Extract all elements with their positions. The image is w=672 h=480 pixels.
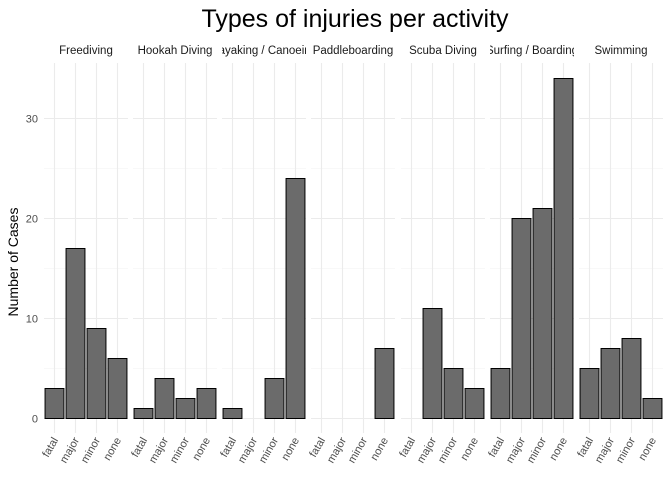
bar	[600, 348, 621, 419]
facet-strip-label: Hookah Diving	[138, 45, 213, 57]
bar	[264, 378, 285, 419]
x-tick-label: none	[101, 436, 124, 463]
x-tick-label: none	[279, 436, 302, 463]
bar	[175, 398, 196, 419]
x-tick-label: minor	[436, 435, 460, 465]
facet-strip-label: Swimming	[594, 45, 647, 57]
x-tick-label: none	[636, 436, 659, 463]
x-tick-label: fatal	[218, 436, 239, 460]
x-tick-label: fatal	[307, 436, 328, 460]
x-tick-label: minor	[79, 435, 103, 465]
bar	[374, 348, 395, 419]
y-tick-label: 0	[32, 414, 38, 426]
x-tick-label: fatal	[486, 436, 507, 460]
facet-strip-label: Scuba Diving	[409, 45, 477, 57]
bar	[464, 388, 485, 419]
x-tick-label: fatal	[397, 436, 418, 460]
x-tick-label: major	[58, 435, 82, 465]
x-tick-label: fatal	[40, 436, 61, 460]
x-tick-label: fatal	[129, 436, 150, 460]
bar	[511, 218, 532, 419]
x-tick-label: major	[593, 435, 617, 465]
bar	[65, 248, 86, 419]
bar	[553, 78, 574, 419]
bar	[422, 308, 443, 419]
x-tick-label: minor	[525, 435, 549, 465]
y-tick-label: 10	[26, 314, 38, 326]
x-tick-label: none	[547, 436, 570, 463]
facet-strip-label: Freediving	[59, 45, 113, 57]
bar	[490, 368, 511, 419]
facet-strip-label: Kayaking / Canoeing	[211, 45, 317, 57]
bar	[443, 368, 464, 419]
bar	[44, 388, 65, 419]
bar	[107, 358, 128, 419]
facet-strip-label: Paddleboarding	[313, 45, 394, 57]
bar	[86, 328, 107, 419]
x-tick-label: minor	[614, 435, 638, 465]
x-tick-label: none	[458, 436, 481, 463]
x-tick-label: major	[415, 435, 439, 465]
y-axis-label: Number of Cases	[5, 208, 21, 317]
x-tick-label: none	[368, 436, 391, 463]
bar	[222, 408, 243, 419]
bar	[154, 378, 175, 419]
x-tick-label: major	[504, 435, 528, 465]
bar	[579, 368, 600, 419]
bar	[285, 178, 306, 419]
bar	[642, 398, 663, 419]
facets-layer: 0102030FreedivingfatalmajorminornoneHook…	[26, 45, 663, 465]
x-tick-label: major	[147, 435, 171, 465]
y-tick-label: 30	[26, 114, 38, 126]
y-tick-label: 20	[26, 214, 38, 226]
bar	[532, 208, 553, 419]
x-tick-label: minor	[346, 435, 370, 465]
x-tick-label: fatal	[575, 436, 596, 460]
chart-title: Types of injuries per activity	[201, 5, 509, 33]
x-tick-label: none	[190, 436, 213, 463]
bar	[621, 338, 642, 419]
x-tick-label: major	[325, 435, 349, 465]
bar	[133, 408, 154, 419]
x-tick-label: minor	[257, 435, 281, 465]
x-tick-label: minor	[168, 435, 192, 465]
bar	[196, 388, 217, 419]
facet-strip-label: Surfing / Boarding	[486, 45, 578, 57]
x-tick-label: major	[236, 435, 260, 465]
